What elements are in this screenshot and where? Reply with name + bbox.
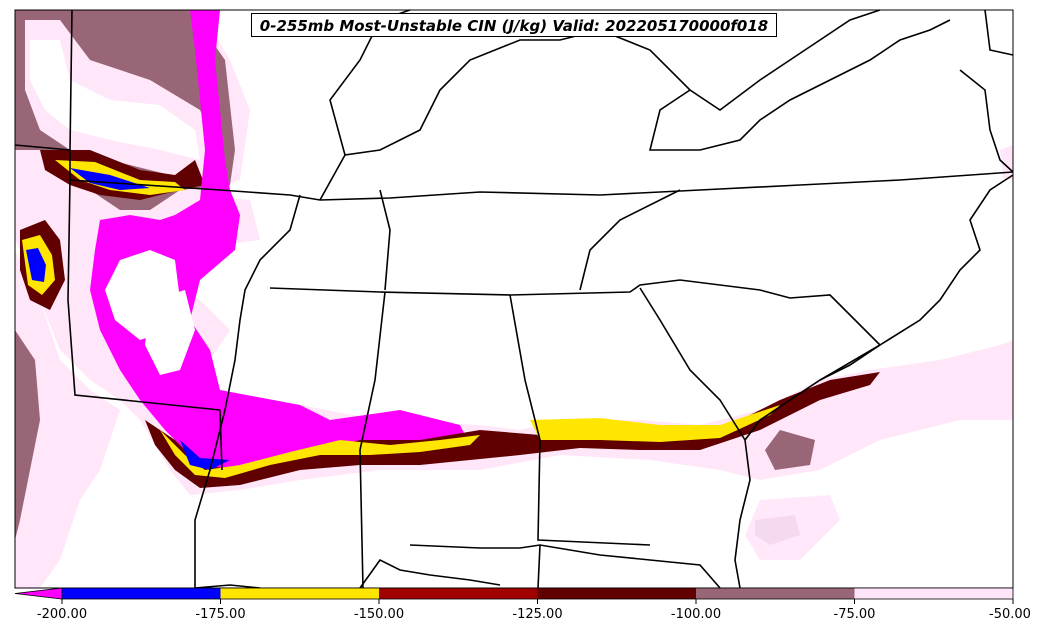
colorbar-swatch-2 — [220, 588, 379, 599]
colorbar-tick-label: -150.00 — [353, 607, 405, 622]
colorbar-tick-label: -50.00 — [989, 607, 1031, 622]
colorbar-tick-label: -125.00 — [512, 607, 563, 622]
colorbar-tick-label: -175.00 — [195, 607, 246, 622]
colorbar — [14, 587, 1014, 604]
colorbar-swatch-1 — [62, 588, 221, 599]
map-title: 0-255mb Most-Unstable CIN (J/kg) Valid: … — [251, 13, 777, 37]
colorbar-tick-label: -75.00 — [833, 607, 876, 622]
colorbar-tick-label: -100.00 — [670, 607, 722, 622]
colorbar-swatch-4 — [537, 588, 696, 599]
colorbar-swatch-5 — [696, 588, 855, 599]
colorbar-tick-label: -200.00 — [36, 607, 88, 622]
state-boundaries — [14, 9, 1014, 589]
colorbar-swatch-3 — [379, 588, 538, 599]
colorbar-swatch-6 — [854, 588, 1013, 599]
colorbar-extend-arrow — [14, 587, 63, 600]
